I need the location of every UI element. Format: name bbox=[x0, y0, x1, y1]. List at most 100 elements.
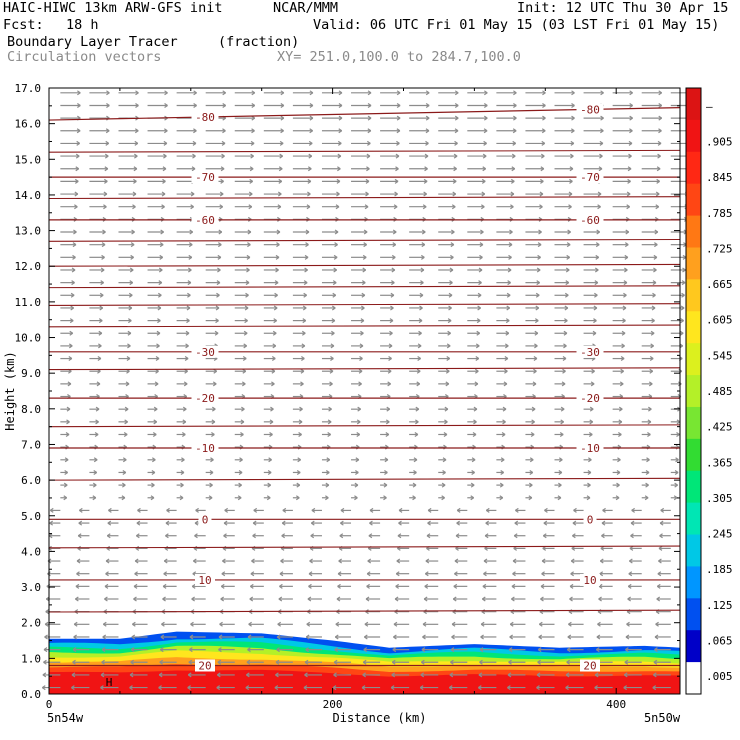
wind-vector-head bbox=[122, 471, 127, 475]
wind-vector-head bbox=[276, 244, 280, 248]
wind-vector-head bbox=[106, 92, 110, 96]
wind-vector-head bbox=[326, 459, 331, 463]
wind-vector-head bbox=[680, 307, 685, 311]
y-tick-label: 16.0 bbox=[15, 118, 42, 131]
wind-vector-head bbox=[190, 206, 194, 210]
wind-vector-head bbox=[568, 193, 573, 197]
wind-vector-head bbox=[153, 408, 158, 412]
wind-vector-head bbox=[481, 180, 486, 184]
wind-vector-head bbox=[453, 155, 458, 159]
wind-vector-head bbox=[185, 332, 190, 336]
wind-vector-head bbox=[69, 332, 74, 336]
contour-label: -30 bbox=[580, 346, 600, 359]
wind-vector-head bbox=[509, 623, 514, 627]
colorbar-swatch bbox=[686, 598, 701, 631]
wind-vector-head bbox=[622, 307, 627, 311]
wind-vector-head bbox=[366, 155, 371, 159]
wind-vector-head bbox=[296, 484, 301, 488]
wind-vector-head bbox=[100, 269, 105, 273]
wind-vector-head bbox=[309, 92, 314, 96]
wind-vector-head bbox=[94, 433, 99, 437]
wind-vector-head bbox=[572, 535, 576, 539]
wind-vector-head bbox=[63, 484, 68, 488]
wind-vector-head bbox=[514, 522, 519, 526]
wind-vector-head bbox=[107, 522, 112, 526]
wind-vector-head bbox=[241, 408, 245, 412]
cross-section-xy: XY= 251.0,100.0 to 284.7,100.0 bbox=[277, 49, 521, 65]
wind-vector-head bbox=[222, 92, 227, 96]
wind-vector-head bbox=[240, 421, 245, 425]
wind-vector-head bbox=[333, 661, 338, 665]
wind-vector-head bbox=[676, 433, 680, 437]
wind-vector-head bbox=[472, 433, 477, 437]
wind-vector-head bbox=[362, 661, 367, 665]
wind-vector-head bbox=[540, 585, 545, 589]
wind-vector-head bbox=[590, 383, 595, 387]
wind-vector-head bbox=[508, 661, 512, 665]
wind-vector-head bbox=[217, 244, 222, 248]
wind-vector-head bbox=[280, 92, 285, 96]
wind-vector-head bbox=[186, 307, 191, 311]
contour-label: -70 bbox=[580, 171, 600, 184]
wind-vector-head bbox=[49, 522, 54, 526]
wind-vector-head bbox=[44, 636, 48, 640]
wind-vector-head bbox=[511, 598, 515, 602]
wind-vector-head bbox=[541, 130, 546, 134]
wind-vector-head bbox=[182, 421, 187, 425]
wind-vector-head bbox=[216, 674, 221, 678]
wind-vector-head bbox=[333, 256, 338, 260]
wind-vector-head bbox=[250, 155, 254, 159]
wind-vector-head bbox=[420, 282, 424, 286]
wind-vector-head bbox=[388, 345, 393, 349]
wind-vector-head bbox=[304, 661, 309, 665]
wind-vector-head bbox=[41, 687, 46, 691]
wind-vector-head bbox=[389, 320, 394, 324]
wind-vector-head bbox=[618, 408, 623, 412]
wind-vector-head bbox=[365, 611, 369, 615]
wind-vector-head bbox=[128, 320, 132, 324]
wind-vector-head bbox=[392, 244, 397, 248]
wind-vector-head bbox=[413, 471, 417, 475]
wind-vector-head bbox=[92, 484, 97, 488]
wind-vector-head bbox=[78, 509, 83, 513]
wind-vector-head bbox=[623, 294, 627, 298]
wind-vector-head bbox=[418, 320, 423, 324]
wind-vector-head bbox=[165, 522, 170, 526]
wind-vector-head bbox=[591, 358, 596, 362]
wind-vector-head bbox=[337, 585, 341, 589]
wind-vector-head bbox=[657, 155, 661, 159]
wind-vector-head bbox=[365, 598, 370, 602]
wind-vector-head bbox=[513, 535, 518, 539]
contour-label: -10 bbox=[195, 442, 215, 455]
wind-vector-head bbox=[184, 370, 188, 374]
wind-vector-head bbox=[70, 307, 74, 311]
wind-vector-head bbox=[97, 370, 101, 374]
temperature-contour bbox=[48, 303, 681, 306]
wind-vector-head bbox=[480, 623, 485, 627]
wind-vector-head bbox=[508, 649, 513, 653]
x-start-location: 5n54w bbox=[47, 711, 84, 725]
wind-vector-head bbox=[217, 256, 222, 260]
wind-vector-head bbox=[219, 206, 224, 210]
wind-vector-head bbox=[271, 370, 276, 374]
wind-vector-head bbox=[415, 408, 420, 412]
y-axis: 0.0 1.0 2.0 3.0 4.0 5.0 6.0 7.0 8.0 9.0 10.0 11.0 12… bbox=[15, 82, 680, 701]
wind-vector-head bbox=[482, 155, 487, 159]
contour-label-bg bbox=[576, 103, 604, 116]
wind-vector-head bbox=[385, 433, 390, 437]
wind-vector-head bbox=[506, 307, 511, 311]
forecast-label: Fcst: bbox=[3, 17, 44, 33]
contour-label-bg bbox=[195, 573, 215, 586]
wind-vector-head bbox=[507, 282, 511, 286]
wind-vector-head bbox=[358, 383, 362, 387]
wind-vector-head bbox=[135, 92, 139, 96]
wind-vector-head bbox=[539, 611, 544, 615]
wind-vector-head bbox=[477, 294, 482, 298]
wind-vector-head bbox=[559, 433, 564, 437]
wind-vector-head bbox=[535, 307, 540, 311]
wind-vector-head bbox=[304, 269, 308, 273]
wind-vector-head bbox=[504, 370, 508, 374]
wind-vector-head bbox=[369, 509, 374, 513]
wind-vector-head bbox=[195, 509, 199, 513]
wind-vector-head bbox=[130, 649, 135, 653]
